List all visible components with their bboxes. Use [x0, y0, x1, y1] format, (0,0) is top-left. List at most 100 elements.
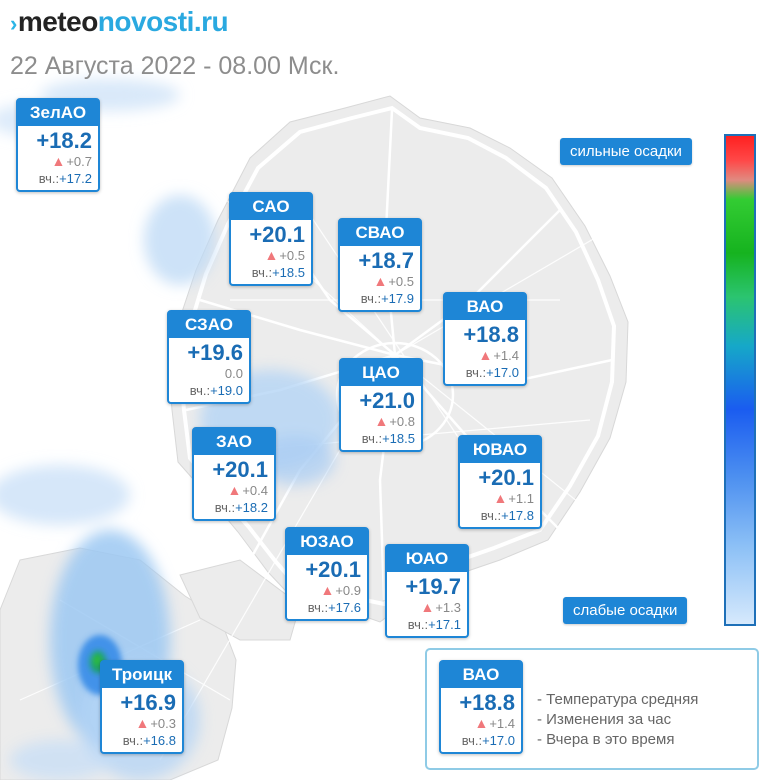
district-change: ▲+1.1 [460, 490, 540, 507]
district-yesterday-value: +19.0 [210, 383, 243, 398]
district-yesterday-value: +16.8 [143, 733, 176, 748]
district-yesterday-label: вч.: [480, 508, 502, 523]
district-temp: +18.2 [36, 128, 92, 153]
district-change: ▲+0.3 [102, 715, 182, 732]
district-yesterday-label: вч.: [251, 265, 273, 280]
district-card-sao: САО +20.1 ▲+0.5 вч.:+18.5 [229, 192, 313, 286]
district-name: САО [231, 194, 311, 220]
legend-item-hourly-change: - Изменения за час [537, 711, 672, 728]
district-yesterday: вч.:+17.8 [460, 507, 540, 527]
legend-item-avg-temp: - Температура средняя [537, 691, 699, 708]
district-yesterday-label: вч.: [189, 383, 211, 398]
legend-sample-card: ВАО +18.8 ▲+1.4 вч.:+17.0 [439, 660, 523, 754]
district-name: ЮАО [387, 546, 467, 572]
district-name: СВАО [340, 220, 420, 246]
district-yesterday-value: +17.2 [59, 171, 92, 186]
scale-label-heavy: сильные осадки [560, 138, 692, 165]
district-yesterday-label: вч.: [38, 171, 60, 186]
legend-sample-yesterday: вч.:+17.0 [441, 732, 521, 752]
legend-sample-change: ▲+1.4 [441, 715, 521, 732]
rise-triangle-icon: ▲ [420, 599, 435, 615]
district-yesterday-label: вч.: [122, 733, 144, 748]
district-yesterday-label: вч.: [361, 431, 383, 446]
district-change: 0.0 [169, 365, 249, 382]
district-yesterday-label: вч.: [360, 291, 382, 306]
district-yesterday-value: +18.2 [235, 500, 268, 515]
rise-triangle-icon: ▲ [474, 715, 489, 731]
district-temp: +19.6 [187, 340, 243, 365]
rise-triangle-icon: ▲ [478, 347, 493, 363]
district-card-yuvao: ЮВАО +20.1 ▲+1.1 вч.:+17.8 [458, 435, 542, 529]
district-yesterday: вч.:+17.2 [18, 170, 98, 190]
district-change-value: +0.5 [279, 248, 305, 263]
district-yesterday-value: +17.0 [486, 365, 519, 380]
district-temp: +16.9 [120, 690, 176, 715]
district-change-value: +0.5 [388, 274, 414, 289]
district-card-cao: ЦАО +21.0 ▲+0.8 вч.:+18.5 [339, 358, 423, 452]
district-name: СЗАО [169, 312, 249, 338]
district-card-troitsk: Троицк +16.9 ▲+0.3 вч.:+16.8 [100, 660, 184, 754]
forecast-datetime: 22 Августа 2022 - 08.00 Мск. [10, 52, 340, 80]
district-temp: +20.1 [305, 557, 361, 582]
district-change-value: 0.0 [224, 366, 243, 381]
district-change-value: +1.3 [435, 600, 461, 615]
district-yesterday: вч.:+18.2 [194, 499, 274, 519]
scale-label-light: слабые осадки [563, 597, 688, 624]
district-change: ▲+0.7 [18, 153, 98, 170]
district-yesterday: вч.:+19.0 [169, 382, 249, 402]
district-yesterday: вч.:+17.9 [340, 290, 420, 310]
district-yesterday: вч.:+17.6 [287, 599, 367, 619]
district-yesterday-value: +18.5 [382, 431, 415, 446]
district-yesterday-value: +17.1 [428, 617, 461, 632]
district-yesterday-label: вч.: [407, 617, 429, 632]
site-logo[interactable]: ›meteonovosti.ru [10, 6, 229, 38]
rise-triangle-icon: ▲ [51, 153, 66, 169]
district-change-value: +0.8 [389, 414, 415, 429]
district-name: ЗАО [194, 429, 274, 455]
district-change: ▲+0.4 [194, 482, 274, 499]
district-card-yuao: ЮАО +19.7 ▲+1.3 вч.:+17.1 [385, 544, 469, 638]
district-temp: +20.1 [212, 457, 268, 482]
district-change-value: +0.4 [242, 483, 268, 498]
district-yesterday: вч.:+18.5 [231, 264, 311, 284]
logo-arrow-icon: › [10, 11, 17, 36]
district-card-zelao: ЗелАО +18.2 ▲+0.7 вч.:+17.2 [16, 98, 100, 192]
district-yesterday: вч.:+16.8 [102, 732, 182, 752]
district-yesterday: вч.:+17.1 [387, 616, 467, 636]
legend-sample-yesterday-value: +17.0 [482, 733, 515, 748]
rise-triangle-icon: ▲ [493, 490, 508, 506]
district-name: ВАО [445, 294, 525, 320]
legend-sample-yesterday-label: вч.: [461, 733, 483, 748]
district-card-yuzao: ЮЗАО +20.1 ▲+0.9 вч.:+17.6 [285, 527, 369, 621]
district-yesterday-label: вч.: [214, 500, 236, 515]
district-yesterday-value: +17.6 [328, 600, 361, 615]
district-change: ▲+0.5 [231, 247, 311, 264]
logo-text-meteo: meteo [17, 6, 98, 37]
rise-triangle-icon: ▲ [320, 582, 335, 598]
district-change-value: +0.3 [150, 716, 176, 731]
district-temp: +20.1 [478, 465, 534, 490]
district-temp: +21.0 [359, 388, 415, 413]
mkad-ring [177, 105, 617, 607]
district-change: ▲+1.3 [387, 599, 467, 616]
district-card-vao: ВАО +18.8 ▲+1.4 вч.:+17.0 [443, 292, 527, 386]
district-card-svao: СВАО +18.7 ▲+0.5 вч.:+17.9 [338, 218, 422, 312]
district-change: ▲+1.4 [445, 347, 525, 364]
district-yesterday-value: +17.8 [501, 508, 534, 523]
logo-text-novosti: novosti.ru [97, 6, 229, 37]
precipitation-scale-bar [724, 134, 756, 626]
district-change: ▲+0.8 [341, 413, 421, 430]
legend-descriptions: - Температура средняя - Изменения за час… [537, 690, 698, 750]
district-yesterday-label: вч.: [307, 600, 329, 615]
district-name: ЮЗАО [287, 529, 367, 555]
district-change-value: +0.7 [66, 154, 92, 169]
district-card-szao: СЗАО +19.6 0.0 вч.:+19.0 [167, 310, 251, 404]
rise-triangle-icon: ▲ [374, 413, 389, 429]
district-change-value: +1.1 [508, 491, 534, 506]
district-temp: +20.1 [249, 222, 305, 247]
district-name: Троицк [102, 662, 182, 688]
district-yesterday-label: вч.: [465, 365, 487, 380]
district-temp: +19.7 [405, 574, 461, 599]
district-card-zao: ЗАО +20.1 ▲+0.4 вч.:+18.2 [192, 427, 276, 521]
district-yesterday-value: +18.5 [272, 265, 305, 280]
